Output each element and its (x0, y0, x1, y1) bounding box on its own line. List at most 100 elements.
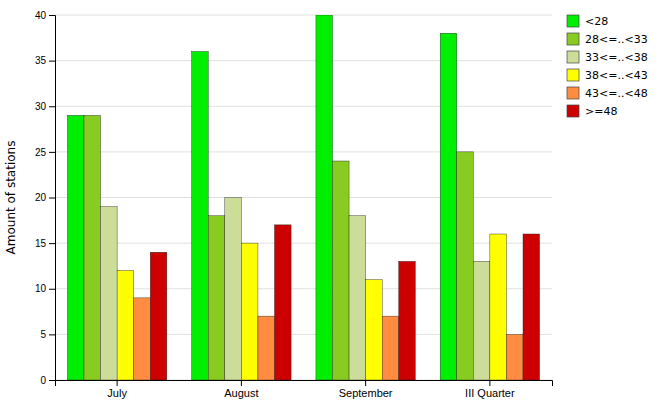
grid-line (55, 60, 552, 61)
legend-item: 43<=..<48 (567, 87, 648, 100)
bar-series (117, 234, 506, 380)
tick: 5 (40, 329, 55, 340)
bar-series (84, 115, 473, 380)
bar (117, 271, 134, 381)
legend-label: 33<=..<38 (585, 51, 648, 64)
legend-item: >=48 (567, 105, 617, 118)
bar-series (101, 198, 490, 381)
tick: 35 (35, 55, 55, 66)
axis-line (56, 381, 553, 387)
tick-label: July (107, 387, 127, 399)
bar (101, 207, 118, 380)
tick: 40 (35, 10, 55, 21)
tick-mark (49, 289, 55, 290)
legend-swatch (567, 15, 579, 27)
tick-mark (49, 380, 55, 381)
bar (150, 252, 167, 380)
tick-mark (117, 380, 118, 386)
grid-line (55, 15, 552, 16)
grid-line (55, 197, 552, 198)
grid-line (55, 151, 552, 152)
tick-label: 10 (35, 283, 47, 294)
bar (399, 261, 416, 380)
tick-label: September (339, 387, 393, 399)
tick-mark (49, 334, 55, 335)
bar (225, 198, 242, 381)
legend-swatch (567, 105, 579, 117)
bar (523, 234, 540, 380)
tick-mark (49, 243, 55, 244)
axis-line (49, 16, 56, 381)
bar (258, 316, 275, 380)
legend-item: 33<=..<38 (567, 51, 648, 64)
bar-series (67, 15, 456, 380)
tick-mark (49, 61, 55, 62)
tick-label: III Quarter (465, 387, 515, 399)
legend-swatch (567, 69, 579, 81)
bar (275, 225, 292, 380)
bar (332, 161, 349, 380)
bar (84, 115, 101, 380)
grid-line (55, 243, 552, 244)
bars (67, 15, 539, 380)
bar (134, 298, 151, 380)
tick-mark (365, 380, 366, 386)
tick: 15 (35, 238, 55, 249)
bar-series (150, 225, 539, 380)
tick-label: 20 (35, 192, 47, 203)
legend-item: <28 (567, 15, 608, 28)
bar (490, 234, 507, 380)
bar (457, 152, 474, 380)
tick: August (224, 380, 258, 399)
legend-label: 28<=..<33 (585, 33, 648, 46)
tick-label: 40 (35, 10, 47, 21)
bar (366, 280, 383, 380)
legend-label: 43<=..<48 (585, 87, 648, 100)
bar (67, 115, 84, 380)
tick-mark (241, 380, 242, 386)
tick-label: 0 (40, 375, 46, 386)
y-axis-title: Amount of stations (4, 141, 18, 255)
x-axis: July August September III Quarter (56, 380, 553, 399)
bar (440, 33, 457, 380)
bar (349, 216, 366, 380)
legend-swatch (567, 87, 579, 99)
tick-label: 15 (35, 238, 47, 249)
legend-item: 28<=..<33 (567, 33, 648, 46)
tick-mark (49, 152, 55, 153)
bar (506, 334, 523, 380)
tick-label: 5 (40, 329, 46, 340)
tick-mark (49, 198, 55, 199)
tick-mark (489, 380, 490, 386)
tick-label: 30 (35, 101, 47, 112)
bar (473, 261, 490, 380)
tick-mark (49, 15, 55, 16)
bar-series (134, 298, 523, 380)
legend-item: 38<=..<43 (567, 69, 648, 82)
tick-label: 35 (35, 55, 47, 66)
tick-label: August (224, 387, 258, 399)
legend-label: >=48 (585, 105, 617, 118)
tick: 10 (35, 283, 55, 294)
tick: July (107, 380, 127, 399)
y-axis: 0 5 10 15 20 25 30 35 40 (35, 10, 56, 386)
tick: 0 (40, 375, 55, 386)
legend-label: 38<=..<43 (585, 69, 648, 82)
legend-swatch (567, 51, 579, 63)
legend-swatch (567, 33, 579, 45)
legend: <28 28<=..<33 33<=..<38 38<=..<43 43<=..<48 >… (567, 15, 648, 118)
grid-line (55, 106, 552, 107)
bar (241, 243, 258, 380)
tick: September (339, 380, 393, 399)
bar (208, 216, 225, 380)
tick-label: 25 (35, 147, 47, 158)
tick: III Quarter (465, 380, 515, 399)
tick: 25 (35, 147, 55, 158)
plot: July August September III Quarter 0 5 10 15 20 25… (35, 10, 553, 399)
grid (55, 15, 552, 380)
bar (192, 52, 209, 381)
tick-mark (49, 106, 55, 107)
tick: 30 (35, 101, 55, 112)
bar (316, 15, 333, 380)
bar (382, 316, 399, 380)
